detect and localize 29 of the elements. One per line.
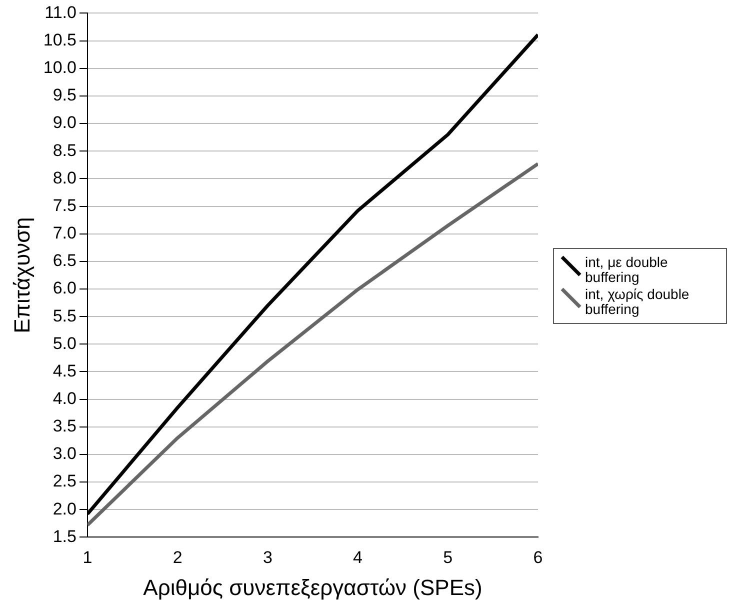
x-tick-label: 3 xyxy=(262,548,272,568)
y-tick-label: 8.5 xyxy=(52,140,76,160)
legend-label: int, χωρίς double buffering xyxy=(585,286,690,317)
y-tick-label: 5.0 xyxy=(52,334,76,353)
y-tick-label: 3.0 xyxy=(52,444,76,464)
y-tick-label: 2.0 xyxy=(52,499,76,518)
y-tick-label: 9.5 xyxy=(52,86,76,105)
x-tick-label: 1 xyxy=(82,548,92,568)
y-tick-label: 7.5 xyxy=(52,196,76,215)
y-tick-label: 9.0 xyxy=(52,113,76,132)
x-tick-label: 6 xyxy=(533,548,543,568)
y-tick-label: 5.5 xyxy=(52,306,76,326)
y-tick-label: 7.0 xyxy=(52,224,76,243)
x-axis-title: Αριθμός συνεπεξεργαστών (SPEs) xyxy=(143,574,482,600)
y-tick-label: 1.5 xyxy=(52,526,76,546)
x-tick-label: 5 xyxy=(443,548,453,568)
y-tick-label: 6.5 xyxy=(52,251,76,270)
x-tick-label: 2 xyxy=(172,548,182,568)
y-tick-label: 3.5 xyxy=(52,416,76,436)
y-tick-label: 10.0 xyxy=(43,58,76,78)
x-tick-label: 4 xyxy=(353,548,363,568)
y-tick-label: 2.5 xyxy=(52,472,76,491)
y-tick-label: 11.0 xyxy=(44,2,76,22)
y-tick-label: 4.0 xyxy=(52,388,76,408)
y-tick-label: 8.0 xyxy=(52,168,76,188)
y-tick-label: 4.5 xyxy=(52,361,76,380)
y-tick-label: 6.0 xyxy=(52,278,76,298)
y-axis-title: Επιτάχυνση xyxy=(9,217,34,334)
y-tick-label: 10.5 xyxy=(43,30,76,50)
